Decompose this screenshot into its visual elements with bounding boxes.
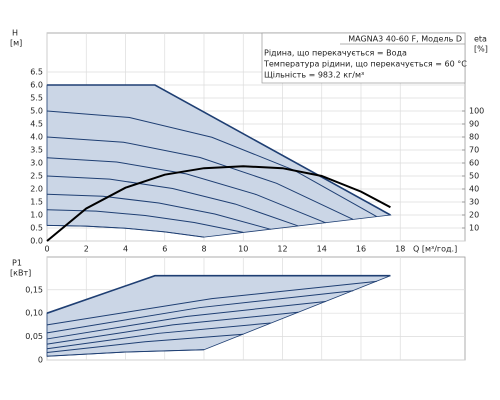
y2-tick-label: 30 <box>469 198 479 207</box>
curve <box>46 209 244 233</box>
y-axis-unit: [кВт] <box>10 269 31 278</box>
y-tick-label: 1.5 <box>30 198 43 207</box>
y-axis-label: H <box>12 29 18 38</box>
curve <box>46 311 299 345</box>
x-tick-label: 8 <box>201 245 206 254</box>
y-tick-label: 3.5 <box>30 146 43 155</box>
curve <box>46 224 205 238</box>
curve <box>46 333 244 354</box>
x-tick-label: 4 <box>123 245 128 254</box>
y-tick-label: 6.0 <box>30 81 43 90</box>
info-line: Температура рідини, що перекачується = 6… <box>263 60 467 69</box>
y-tick-label: 5.0 <box>30 107 43 116</box>
x-tick-label: 10 <box>238 245 248 254</box>
x-tick-label: 6 <box>162 245 167 254</box>
y2-tick-label: 80 <box>469 133 479 142</box>
y-tick-label: 0,10 <box>25 309 43 318</box>
curve <box>46 349 205 357</box>
y2-tick-label: 40 <box>469 185 479 194</box>
info-title: MAGNA3 40-60 F, Модель D <box>348 35 462 44</box>
efficiency-curve <box>46 165 391 242</box>
x-tick-label: 14 <box>317 245 327 254</box>
curve <box>46 274 391 314</box>
info-box <box>261 32 466 84</box>
y-tick-label: 6.5 <box>30 68 43 77</box>
info-line: Рідина, що перекачується = Вода <box>264 49 407 58</box>
y-tick-label: 2.0 <box>30 185 43 194</box>
curve <box>46 136 354 220</box>
y-tick-label: 4.5 <box>30 120 43 129</box>
y2-tick-label: 90 <box>469 120 479 129</box>
x-tick-label: 2 <box>84 245 89 254</box>
x-tick-label: 16 <box>356 245 366 254</box>
y-tick-label: 0.5 <box>30 224 43 233</box>
x-tick-label: 18 <box>395 245 405 254</box>
y-tick-label: 0 <box>38 356 43 365</box>
y-tick-label: 1.0 <box>30 211 43 220</box>
x-tick-label: 0 <box>44 245 49 254</box>
y2-tick-label: 20 <box>469 211 479 220</box>
y-tick-label: 3.0 <box>30 159 43 168</box>
x-axis-label: Q [м³/год.] <box>413 245 457 254</box>
y2-tick-label: 70 <box>469 146 479 155</box>
y-tick-label: 4.0 <box>30 133 43 142</box>
curve <box>46 322 271 350</box>
curve <box>46 280 377 326</box>
y2-tick-label: 100 <box>469 107 484 116</box>
curve <box>46 110 377 217</box>
y-tick-label: 0.0 <box>30 237 43 246</box>
curve <box>46 193 271 230</box>
y-axis-unit: [м] <box>10 39 22 48</box>
y-tick-label: 5.5 <box>30 94 43 103</box>
y-tick-label: 0,05 <box>25 332 43 341</box>
y-tick-label: 0,15 <box>25 285 43 294</box>
y2-tick-label: 10 <box>469 224 479 233</box>
curve <box>47 84 391 216</box>
curve <box>46 290 354 334</box>
y-axis-label: P1 <box>12 259 22 268</box>
y2-axis-unit: [%] <box>474 45 488 54</box>
y2-axis-label: eta <box>474 35 487 44</box>
y2-tick-label: 60 <box>469 159 479 168</box>
info-line: Щільність = 983.2 кг/м³ <box>264 71 364 80</box>
curve <box>46 300 326 340</box>
y-tick-label: 2.5 <box>30 172 43 181</box>
curve <box>46 157 326 224</box>
y2-tick-label: 50 <box>469 172 479 181</box>
x-tick-label: 12 <box>277 245 287 254</box>
curve <box>46 175 299 227</box>
